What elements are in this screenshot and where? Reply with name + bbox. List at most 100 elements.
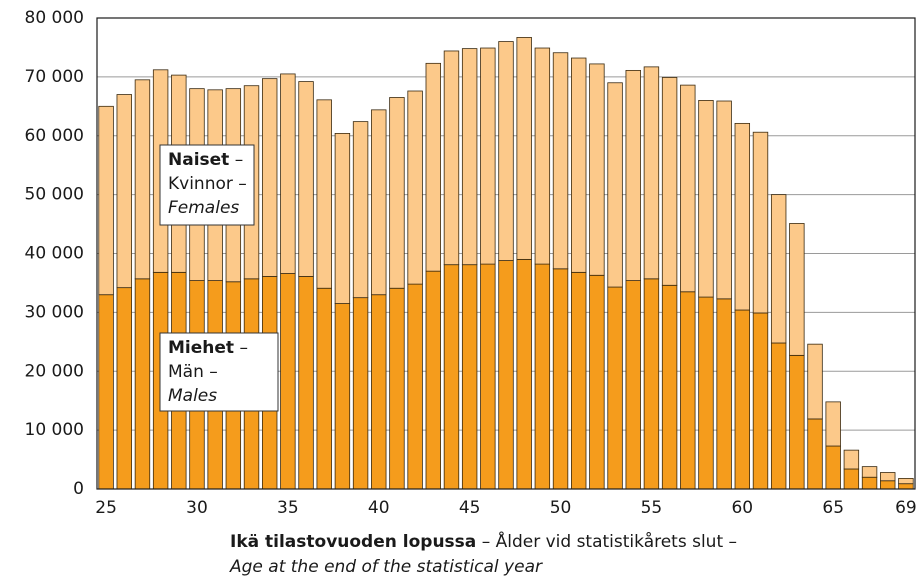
bar-segment (643, 278, 660, 490)
bar-segment (607, 82, 623, 288)
bar-segment (371, 109, 387, 296)
x-tick-label: 50 (550, 498, 572, 518)
separator: – (238, 174, 247, 194)
bar-segment (625, 280, 641, 490)
bar-segment (116, 287, 132, 490)
bar-segment (280, 73, 296, 274)
bar-segment (752, 131, 769, 314)
bar-segment (116, 94, 132, 289)
x-tick-label: 30 (186, 498, 208, 518)
plot-area (97, 17, 915, 490)
x-axis-label: Ikä tilastovuoden lopussa – Ålder vid st… (230, 530, 737, 552)
bar-segment (443, 50, 460, 266)
bar-segment (498, 41, 514, 261)
bar-segment (298, 276, 314, 490)
y-tick-label: 60 000 (25, 126, 84, 146)
plot-frame (96, 17, 916, 490)
x-tick-label: 25 (95, 498, 117, 518)
bar-segment (316, 99, 332, 289)
bar-segment (643, 66, 660, 280)
x-label-en: Age at the end of the statistical year (229, 557, 543, 577)
bar-segment (680, 291, 696, 490)
bar-segment (825, 445, 841, 490)
bar-segment (461, 48, 478, 266)
y-tick-label: 30 000 (25, 302, 84, 322)
x-tick-label: 65 (822, 498, 844, 518)
bar-segment (552, 52, 569, 270)
legend-label: Kvinnor – (168, 174, 247, 194)
x-tick-label: 55 (641, 498, 663, 518)
bar-segment (698, 100, 714, 298)
bar-segment (680, 84, 696, 293)
x-tick-label: 45 (459, 498, 481, 518)
bar-segment (734, 309, 751, 490)
bar-segment (389, 97, 405, 289)
x-tick-label: 69 (895, 498, 917, 518)
legend-box (159, 332, 279, 412)
bar-segment (280, 273, 296, 490)
bar-segment (371, 294, 387, 490)
bar-segment (389, 287, 405, 490)
bar-segment (807, 418, 823, 490)
bar-segment (625, 69, 641, 281)
bar-segment (843, 449, 860, 470)
bar-segment (298, 81, 314, 277)
bar-segment (480, 263, 496, 490)
bar-segment (134, 79, 151, 280)
bar-segment (98, 294, 114, 490)
bar-segment (352, 121, 369, 299)
bar-segment (334, 132, 351, 304)
y-tick-label: 20 000 (25, 361, 84, 381)
x-label-sv: Ålder vid statistikårets slut (496, 530, 724, 552)
separator: – (729, 532, 738, 552)
bar-segment (316, 287, 332, 490)
legend-name: Naiset (168, 150, 229, 170)
bar-segment (407, 283, 423, 490)
legend-name-sv: Män (168, 362, 204, 382)
bar-segment (534, 47, 551, 265)
bar-segment (898, 478, 914, 485)
bar-segment (552, 268, 569, 490)
bar-segment (861, 476, 878, 490)
bar-segment (334, 303, 351, 490)
bar-segment (589, 274, 605, 490)
bar-segment (880, 480, 896, 490)
x-label-fi: Ikä tilastovuoden lopussa (230, 532, 476, 552)
bar-segment (516, 258, 532, 490)
bar-segment (825, 401, 841, 447)
bar-segment (770, 194, 787, 344)
bar-segment (425, 62, 441, 272)
bar-segment (661, 284, 678, 490)
legend-label: Naiset – (168, 150, 243, 170)
bar-segment (461, 264, 478, 490)
bar-segment (898, 483, 914, 490)
bar-segment (607, 286, 623, 490)
bar-segment (734, 122, 751, 311)
bar-segment (516, 37, 532, 260)
x-tick-label: 35 (277, 498, 299, 518)
bar-segment (261, 78, 278, 277)
bar-segment (534, 263, 551, 490)
legend-box (159, 144, 255, 226)
bar-segment (98, 105, 114, 296)
bar-segment (498, 260, 514, 490)
bar-segment (407, 90, 423, 285)
bar-segment (480, 47, 496, 265)
bar-segment (770, 342, 787, 490)
bar-segment (352, 297, 369, 490)
bar-segment (589, 63, 605, 276)
bar-segment (716, 100, 732, 300)
x-tick-label: 40 (368, 498, 390, 518)
bar-segment (880, 472, 896, 482)
bar-segment (843, 468, 860, 490)
separator: – (209, 362, 218, 382)
y-tick-label: 0 (73, 479, 84, 499)
bar-segment (425, 270, 441, 490)
legend-name-en: Females (168, 198, 239, 218)
legend-label: Män – (168, 362, 218, 382)
legend-label: Miehet – (168, 338, 248, 358)
bar-segment (789, 354, 805, 490)
bar-segment (807, 343, 823, 420)
